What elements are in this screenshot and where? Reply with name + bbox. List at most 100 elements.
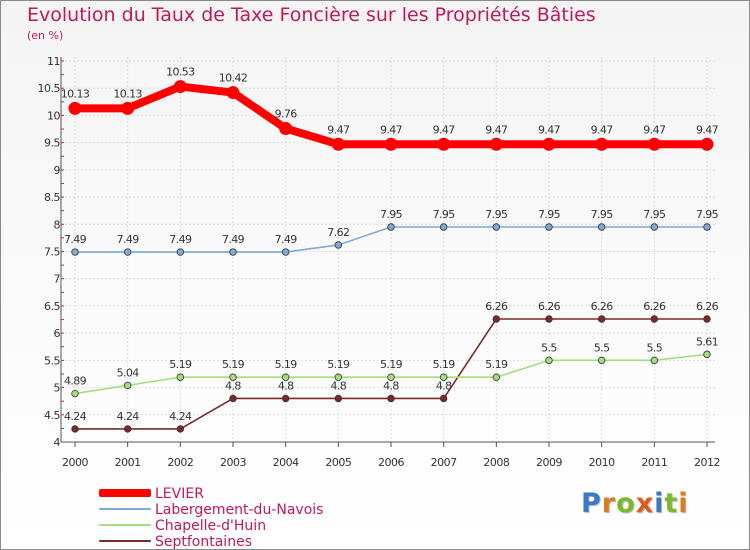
data-point xyxy=(650,223,659,231)
data-label: 4.24 xyxy=(64,410,87,423)
data-label: 7.49 xyxy=(64,233,87,246)
data-point xyxy=(647,137,661,151)
data-label: 5.61 xyxy=(696,335,718,348)
x-tick-label: 2000 xyxy=(62,456,88,469)
chart-subtitle: (en %) xyxy=(27,29,64,42)
data-point xyxy=(542,137,556,151)
data-label: 4.89 xyxy=(64,375,87,388)
data-point xyxy=(281,248,290,256)
axes: 4 4.5 5 5.5 6 6.5 7 7.5 8 8.5 9 9.5 10 10.5 11 2000 2001… xyxy=(38,55,721,469)
data-point xyxy=(173,80,187,94)
y-tick-label: 5.5 xyxy=(44,354,60,367)
data-point xyxy=(703,350,711,359)
data-label: 5.19 xyxy=(222,358,245,371)
data-point xyxy=(545,315,553,323)
data-point xyxy=(123,425,132,433)
data-point xyxy=(492,373,501,381)
x-tick-label: 2002 xyxy=(167,456,193,469)
data-label: 5.19 xyxy=(485,358,508,371)
data-label: 7.49 xyxy=(169,233,192,246)
data-label: 9.47 xyxy=(380,123,403,136)
data-point xyxy=(176,425,185,433)
legend-label: LEVIER xyxy=(155,486,204,502)
data-label: 6.26 xyxy=(591,300,614,313)
data-point xyxy=(123,248,132,256)
data-point xyxy=(229,248,237,256)
y-tick-label: 9 xyxy=(54,164,61,177)
data-label: 9.47 xyxy=(327,123,350,136)
data-label: 7.95 xyxy=(643,208,666,221)
logo-letter: i xyxy=(678,488,689,519)
proxiti-logo: Proxiti xyxy=(581,488,689,519)
data-point xyxy=(71,425,79,433)
x-tick-label: 2006 xyxy=(378,456,404,469)
data-label: 5.19 xyxy=(275,358,298,371)
logo-letter: P xyxy=(581,488,602,519)
data-label: 4.24 xyxy=(117,410,140,423)
data-point xyxy=(597,356,606,365)
data-label: 4.8 xyxy=(278,379,294,392)
data-label: 9.47 xyxy=(643,123,666,136)
data-label: 5.5 xyxy=(646,341,662,354)
y-tick-label: 7.5 xyxy=(44,246,60,259)
data-label: 7.49 xyxy=(117,233,140,246)
data-point xyxy=(703,223,711,231)
data-point xyxy=(229,373,237,381)
data-label: 4.8 xyxy=(225,379,241,392)
y-tick-label: 11 xyxy=(47,55,60,68)
logo-letter: x xyxy=(635,488,655,519)
data-point xyxy=(597,315,606,323)
y-tick-label: 8 xyxy=(54,218,61,231)
data-label: 9.47 xyxy=(696,123,719,136)
x-tick-label: 2005 xyxy=(325,456,351,469)
data-label: 5.5 xyxy=(594,341,610,354)
data-label: 4.24 xyxy=(169,410,192,423)
y-tick-label: 9.5 xyxy=(44,137,60,150)
legend-swatch xyxy=(99,540,151,542)
data-point xyxy=(68,101,82,115)
data-point xyxy=(700,137,714,151)
legend-swatch xyxy=(99,489,151,497)
data-label: 5.04 xyxy=(117,366,140,379)
data-label: 10.42 xyxy=(219,72,248,85)
data-label: 4.8 xyxy=(383,379,399,392)
data-point xyxy=(595,137,609,151)
x-tick-label: 2004 xyxy=(273,456,299,469)
data-point xyxy=(226,86,240,100)
logo-letter: i xyxy=(654,488,665,519)
data-point xyxy=(650,356,659,365)
data-point xyxy=(650,315,659,323)
y-tick-label: 6.5 xyxy=(44,300,60,313)
data-label: 7.95 xyxy=(380,208,403,221)
y-tick-label: 10 xyxy=(47,109,60,122)
data-label: 7.49 xyxy=(275,233,298,246)
legend-swatch xyxy=(99,524,151,526)
data-points xyxy=(68,80,714,433)
data-label: 9.47 xyxy=(433,123,456,136)
data-point xyxy=(439,373,448,381)
data-label: 6.26 xyxy=(696,300,719,313)
y-tick-label: 6 xyxy=(54,327,61,340)
data-point xyxy=(387,373,395,381)
data-labels: 4.24 4.24 4.24 4.8 4.8 4.8 4.8 4.8 6.26 6.26 6.26 6… xyxy=(61,66,719,423)
data-point xyxy=(334,394,343,403)
chart-title: Evolution du Taux de Taxe Foncière sur l… xyxy=(27,4,596,26)
data-label: 10.13 xyxy=(61,87,90,100)
logo-letter: t xyxy=(664,488,679,519)
y-tick-label: 10.5 xyxy=(38,82,61,95)
data-label: 9.47 xyxy=(485,123,508,136)
data-point xyxy=(71,248,79,256)
x-tick-label: 2003 xyxy=(220,456,246,469)
data-point xyxy=(489,137,503,151)
data-label: 4.8 xyxy=(436,379,452,392)
data-point xyxy=(387,223,395,231)
data-point xyxy=(279,121,293,135)
y-tick-label: 7 xyxy=(54,273,61,286)
data-label: 4.8 xyxy=(330,379,346,392)
data-point xyxy=(121,101,135,115)
legend-swatch xyxy=(99,508,151,510)
data-label: 5.19 xyxy=(433,358,456,371)
x-tick-label: 2008 xyxy=(483,456,509,469)
